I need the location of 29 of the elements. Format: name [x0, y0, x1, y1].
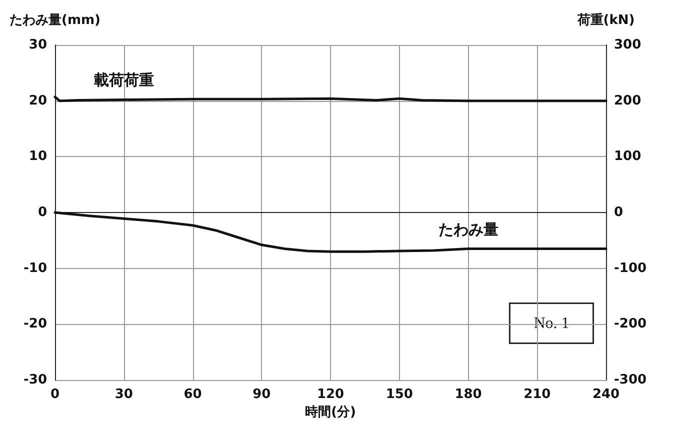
y-tick-label: -30: [24, 372, 47, 388]
x-tick-label: 60: [184, 387, 202, 402]
x-tick-label: 180: [454, 387, 482, 402]
x-tick-label: 90: [252, 387, 271, 402]
y2-axis-title: 荷重(kN): [576, 12, 635, 28]
x-axis-title: 時間(分): [305, 404, 356, 420]
x-tick-label: 30: [114, 387, 133, 402]
y2-tick-label: 0: [614, 205, 624, 220]
x-tick-label: 150: [386, 387, 413, 402]
y2-tick-label: -300: [614, 372, 647, 388]
line-series: [54, 211, 608, 253]
y2-tick-label: 200: [614, 93, 642, 108]
x-tick-label: 120: [316, 387, 344, 402]
x-tick-label: 240: [592, 387, 620, 402]
y-tick-label: -10: [24, 260, 47, 276]
y-tick-label: 10: [28, 149, 47, 164]
x-tick-label: 210: [524, 387, 551, 402]
y-tick-label: 20: [28, 93, 47, 108]
y-tick-label: 30: [28, 38, 47, 52]
y-axis-title: たわみ量(mm): [10, 13, 100, 28]
y2-tick-label: -100: [614, 260, 647, 276]
x-tick-label: 0: [50, 387, 60, 402]
series-label: たわみ量: [438, 220, 498, 238]
y-tick-label: 0: [38, 205, 47, 220]
y-tick-label: -20: [24, 316, 47, 332]
series-label: 載荷荷重: [92, 71, 154, 90]
y2-tick-label: 100: [614, 149, 642, 164]
y2-tick-label: -200: [614, 316, 647, 332]
y2-tick-label: 300: [614, 38, 642, 52]
